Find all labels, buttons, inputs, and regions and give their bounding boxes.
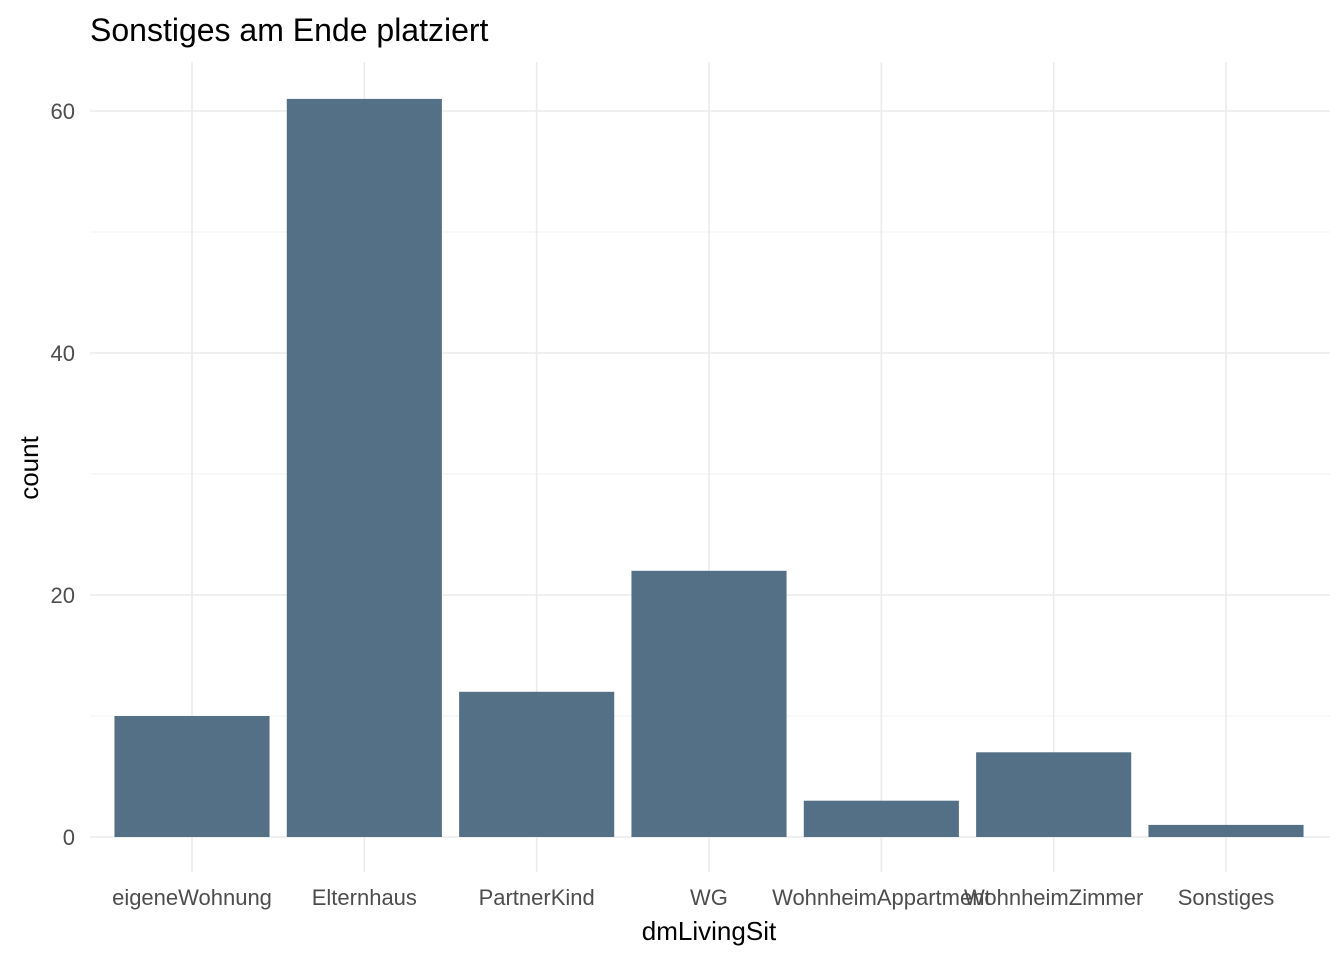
x-tick-label: Elternhaus (312, 885, 417, 910)
bars (114, 98, 1304, 837)
y-tick-label: 60 (51, 99, 75, 124)
bar-WohnheimAppartment (803, 800, 959, 837)
bar-WG (631, 570, 787, 837)
bar-PartnerKind (459, 691, 615, 837)
x-axis-title: dmLivingSit (642, 916, 777, 946)
y-tick-label: 40 (51, 341, 75, 366)
y-axis-title: count (14, 435, 44, 499)
chart-title: Sonstiges am Ende platziert (90, 12, 489, 48)
bar-Elternhaus (286, 98, 442, 837)
x-tick-label: PartnerKind (479, 885, 595, 910)
bar-Sonstiges (1148, 824, 1304, 837)
x-tick-label: eigeneWohnung (112, 885, 272, 910)
x-tick-labels: eigeneWohnung Elternhaus PartnerKind WG Wohn… (112, 885, 1274, 910)
y-tick-label: 0 (63, 825, 75, 850)
y-tick-label: 20 (51, 583, 75, 608)
x-tick-label: WohnheimAppartment (772, 885, 991, 910)
bar-eigeneWohnung (114, 716, 270, 837)
x-tick-label: WohnheimZimmer (964, 885, 1143, 910)
x-tick-label: WG (690, 885, 728, 910)
x-tick-label: Sonstiges (1178, 885, 1275, 910)
bar-WohnheimZimmer (976, 752, 1132, 837)
y-tick-labels: 0 20 40 60 (51, 99, 75, 850)
